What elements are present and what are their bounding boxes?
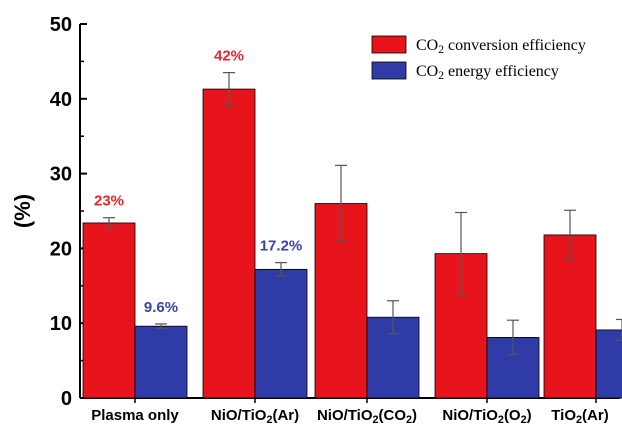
x-tick-label: NiO/TiO2(O2): [442, 407, 531, 426]
bar-conversion: [543, 234, 597, 399]
x-tick-label: NiO/TiO2(Ar): [211, 407, 299, 426]
data-label: 42%: [214, 48, 244, 65]
y-tick-label: 0: [61, 388, 72, 410]
legend-label: CO2 energy efficiency: [416, 63, 559, 82]
bar-energy: [134, 325, 188, 399]
legend-label: CO2 conversion efficiency: [416, 37, 586, 56]
x-tick-label: Plasma only: [91, 407, 179, 424]
y-tick-label: 40: [50, 89, 72, 111]
bar-energy: [254, 268, 308, 399]
bar-energy: [595, 329, 622, 399]
bar-conversion: [82, 222, 136, 399]
data-label: 23%: [94, 193, 124, 210]
legend-swatch: [371, 61, 407, 80]
data-label: 17.2%: [260, 238, 303, 255]
x-tick-label: TiO2(Ar): [551, 407, 608, 426]
y-tick-label: 30: [50, 164, 72, 186]
y-axis-label: (%): [10, 194, 35, 228]
legend-swatch: [371, 35, 407, 54]
x-tick-label: NiO/TiO2(CO2): [317, 407, 417, 426]
y-tick-label: 10: [50, 313, 72, 335]
data-label: 9.6%: [144, 299, 178, 316]
y-tick-label: 50: [50, 14, 72, 36]
y-tick-label: 20: [50, 238, 72, 260]
bar-conversion: [202, 88, 256, 399]
